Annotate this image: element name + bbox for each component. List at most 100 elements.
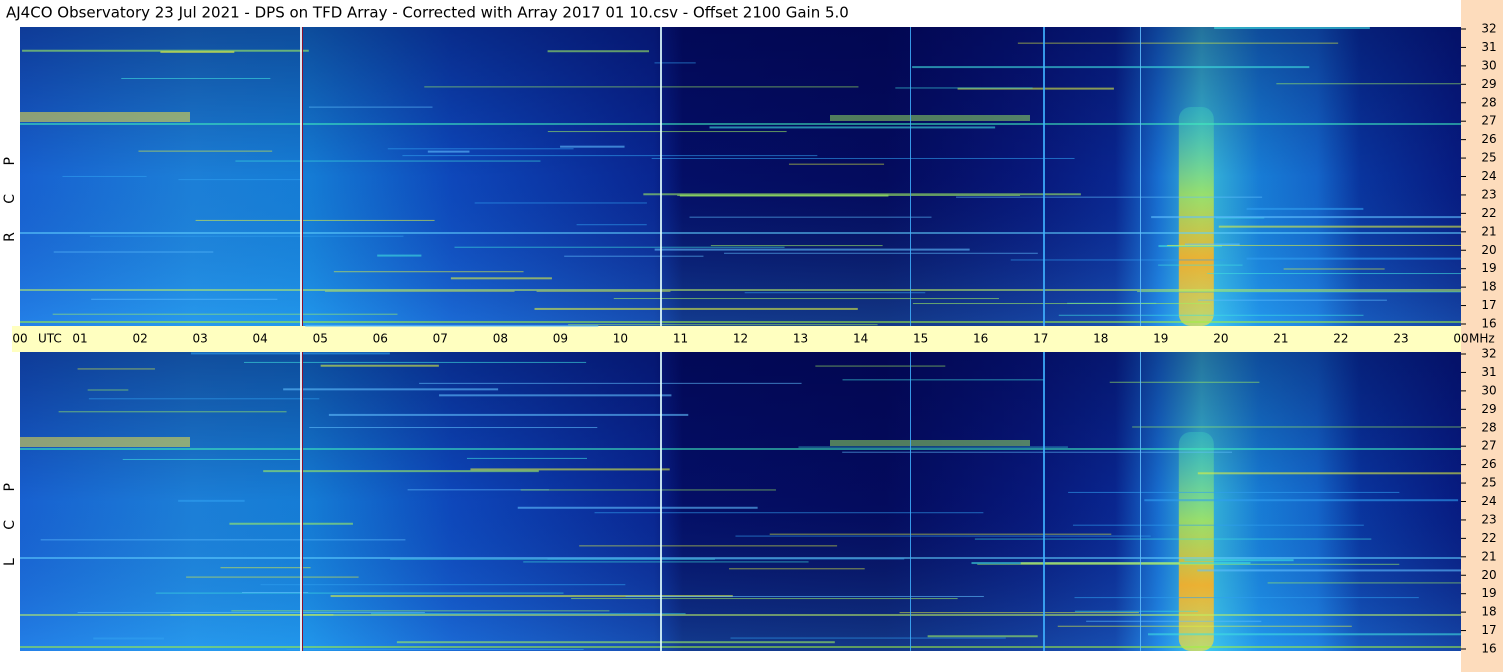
streak: [439, 394, 672, 397]
streak: [58, 411, 287, 413]
streak: [229, 522, 353, 525]
time-label: 15: [913, 332, 928, 346]
streak: [815, 365, 946, 367]
streak: [788, 163, 885, 165]
frequency-column: [1461, 0, 1503, 672]
burst-core: [1178, 432, 1214, 651]
streak: [407, 489, 549, 491]
streak: [1158, 245, 1222, 248]
time-label: 16: [973, 332, 988, 346]
time-label: 19: [1153, 332, 1168, 346]
time-label: 12: [733, 332, 748, 346]
streak: [1214, 27, 1370, 30]
streak: [396, 641, 835, 644]
frequency-label: 21: [1481, 549, 1496, 563]
streak: [220, 567, 311, 569]
frequency-label: 28: [1481, 420, 1496, 434]
streak: [912, 66, 1310, 69]
streak: [77, 368, 155, 370]
time-label: 08: [493, 332, 508, 346]
streak: [710, 245, 883, 247]
vertical-line: [302, 352, 303, 651]
streak: [1147, 633, 1461, 636]
streak: [466, 457, 588, 459]
streak: [1184, 243, 1240, 246]
time-label: 10: [613, 332, 628, 346]
time-label: 07: [433, 332, 448, 346]
vertical-line: [1140, 27, 1141, 326]
streak: [1109, 381, 1260, 383]
time-label: 18: [1093, 332, 1108, 346]
vertical-line: [1140, 352, 1141, 651]
streak: [424, 86, 859, 88]
frequency-label: 19: [1481, 586, 1496, 600]
streak: [390, 558, 715, 560]
streak: [93, 637, 165, 640]
streak: [419, 382, 802, 384]
band-streak: [20, 123, 1461, 125]
time-label: 20: [1213, 332, 1228, 346]
hot-band: [20, 437, 190, 447]
streak: [235, 160, 541, 162]
time-label: 21: [1273, 332, 1288, 346]
time-label: 04: [253, 332, 268, 346]
streak: [1020, 562, 1180, 565]
time-label: 01: [72, 332, 87, 346]
streak: [186, 576, 359, 578]
frequency-label: 21: [1481, 224, 1496, 238]
streak: [1132, 426, 1461, 428]
vertical-line: [910, 27, 911, 326]
streak: [1158, 264, 1243, 266]
streak: [730, 637, 1006, 639]
streak: [957, 87, 1114, 90]
hot-band: [830, 115, 1030, 121]
time-label: 09: [553, 332, 568, 346]
streak: [328, 413, 689, 416]
frequency-label: 32: [1481, 347, 1496, 361]
streak: [520, 489, 776, 491]
hot-band: [830, 440, 1030, 446]
streak: [709, 126, 996, 129]
streak: [40, 539, 406, 541]
frequency-label: 26: [1481, 132, 1496, 146]
streak: [121, 77, 271, 79]
streak: [643, 193, 1081, 196]
frequency-label: 30: [1481, 58, 1496, 72]
streak: [927, 635, 1038, 638]
streak: [178, 179, 303, 181]
streak: [160, 51, 235, 54]
streak: [842, 379, 1044, 381]
time-label: 05: [313, 332, 328, 346]
streak: [370, 613, 686, 615]
panel-label: R C P: [2, 145, 18, 242]
streak: [729, 568, 865, 570]
streak: [571, 598, 958, 600]
time-label: 14: [853, 332, 868, 346]
streak: [1207, 273, 1461, 275]
streak: [474, 202, 647, 204]
frequency-label: 17: [1481, 623, 1496, 637]
frequency-label: 16: [1481, 317, 1496, 331]
streak: [651, 157, 1075, 159]
time-label: 13: [793, 332, 808, 346]
frequency-label: 30: [1481, 383, 1496, 397]
streak: [1276, 83, 1461, 85]
streak: [53, 251, 214, 253]
frequency-label: 26: [1481, 457, 1496, 471]
frequency-label: 16: [1481, 642, 1496, 656]
streak: [842, 451, 1233, 453]
streak: [260, 584, 626, 586]
streak: [402, 155, 818, 157]
band-streak: [20, 614, 1461, 616]
panel-label: L C P: [2, 471, 18, 566]
streak: [579, 545, 838, 547]
streak: [286, 649, 584, 651]
streak: [242, 592, 309, 594]
streak: [613, 298, 999, 300]
streak: [243, 361, 587, 363]
streak: [309, 427, 598, 429]
spectrogram-panel: [20, 27, 1461, 327]
frequency-label: 24: [1481, 169, 1496, 183]
streak: [677, 194, 1021, 196]
